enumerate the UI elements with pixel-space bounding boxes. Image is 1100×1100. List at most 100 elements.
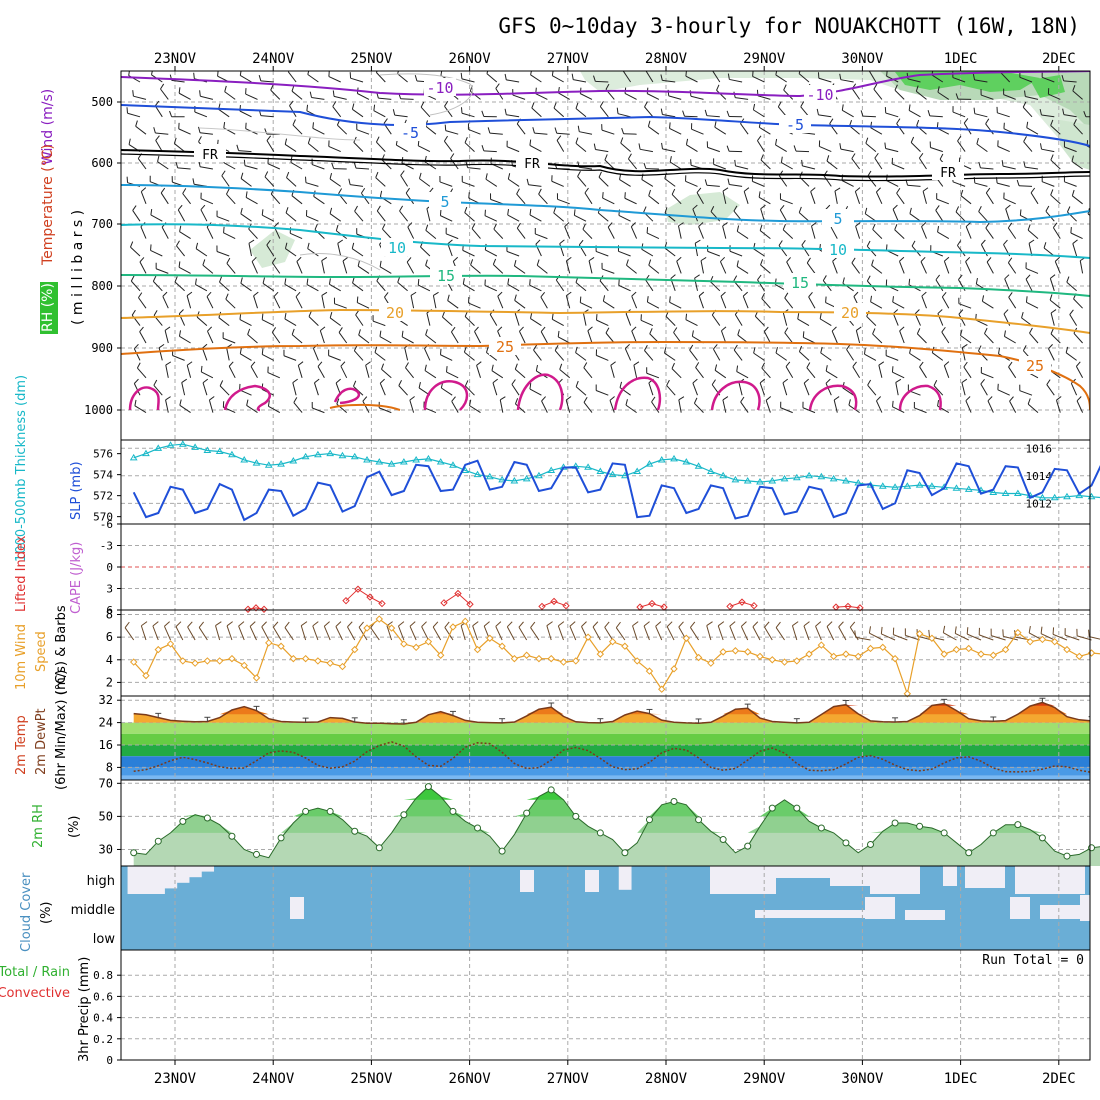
wind-barb — [582, 228, 593, 239]
wind-barb — [678, 399, 682, 413]
wind-barb-flag — [1050, 309, 1057, 314]
wind-barb — [130, 246, 141, 257]
wind-barb-flag — [720, 256, 726, 262]
wind-barb — [378, 97, 392, 100]
wind-barb — [177, 167, 191, 170]
wind-barb-flag — [284, 312, 287, 320]
wind-barb — [489, 314, 498, 326]
wind-barb — [355, 167, 370, 170]
y-tick-label: 700 — [91, 217, 113, 231]
chart-title: GFS 0~10day 3-hourly for NOUAKCHOTT (16W… — [498, 14, 1080, 38]
lifted-index-point — [454, 589, 462, 598]
wind-barb — [445, 233, 459, 240]
wind-barb — [996, 182, 1010, 187]
wind-barb — [752, 76, 765, 83]
temp-band — [121, 745, 1090, 757]
wind-barb — [178, 92, 191, 100]
wind-barb-flag — [202, 259, 206, 266]
wind10-barb — [706, 625, 712, 641]
wind-barb-flag — [460, 107, 463, 114]
wind-barb-flag — [714, 121, 717, 128]
cloud-clear-patch — [1080, 895, 1090, 921]
wind-barb — [583, 367, 593, 379]
wind-barb — [648, 264, 660, 274]
wind-barb — [669, 301, 682, 309]
wind-barb — [260, 115, 274, 118]
thickness-point — [682, 458, 691, 465]
y-tick-label: 8 — [106, 760, 113, 774]
wind-barb-flag — [418, 172, 422, 179]
wind-barb-flag — [245, 191, 248, 198]
wind-barb-flag — [381, 363, 385, 370]
wind-barb — [464, 316, 475, 326]
wind-barb — [506, 79, 520, 83]
wind10-barb-flag — [347, 621, 353, 628]
wind-barb-flag — [531, 102, 535, 109]
wind-barb — [1086, 145, 1090, 148]
rh-point — [179, 817, 187, 825]
wind-barb — [916, 90, 927, 100]
wind10-barb — [826, 626, 835, 641]
wind-barb — [165, 399, 169, 413]
wind-barb — [376, 280, 386, 292]
wind-barb-flag — [663, 347, 667, 354]
wind-barb — [328, 145, 341, 153]
wind-barb — [534, 132, 548, 135]
wind-barb — [707, 250, 720, 257]
wind-barb-flag — [695, 362, 700, 368]
wind-barb-flag — [236, 144, 240, 151]
wind-barb — [127, 112, 141, 118]
wind10-barb-flag — [152, 621, 159, 627]
wind-barb-flag — [976, 138, 979, 145]
wind-barb — [1093, 268, 1100, 274]
wind10-speed-point — [793, 657, 801, 665]
wind-barb — [936, 198, 949, 205]
wind-barb-flag — [800, 101, 805, 108]
wind-barb-flag — [1083, 110, 1087, 117]
panel-borders — [120, 66, 1091, 1065]
wind-barb — [664, 352, 676, 361]
wind-barb — [624, 348, 632, 361]
wind-barb — [161, 226, 169, 239]
y-tick-label-right: 1012 — [1026, 497, 1053, 510]
wind-barb-flag — [1094, 399, 1096, 405]
wind-barb — [753, 352, 765, 361]
wind10-speed-point — [879, 643, 887, 652]
wind-barb-flag — [669, 296, 671, 303]
wind10-speed-point — [608, 637, 617, 646]
wind-barb-flag — [786, 257, 791, 263]
wind-barb-flag — [937, 400, 940, 407]
wind-barb-flag — [908, 278, 911, 285]
wind-barb-flag — [559, 363, 563, 370]
lifted-index-point — [244, 605, 252, 613]
wind-barb — [601, 268, 615, 274]
lifted-index-point — [440, 599, 448, 607]
wind-barb — [595, 250, 609, 257]
wind-barb — [295, 296, 303, 309]
wind-barb — [625, 313, 632, 326]
wind-barb-flag — [317, 361, 323, 367]
wind-barb-flag — [186, 361, 193, 366]
wind-barb — [651, 401, 660, 413]
wind-barb — [238, 150, 252, 153]
wind-barb-flag — [516, 222, 521, 229]
run-total: Run Total = 0 — [982, 953, 1084, 968]
y-tick-label: 600 — [91, 156, 113, 170]
wind10-speed-point — [424, 637, 433, 646]
wind-barb — [285, 212, 297, 222]
wind-barb-flag — [644, 101, 648, 108]
lifted-index-point — [342, 596, 350, 605]
wind-barb — [648, 382, 654, 396]
wind-barb — [451, 401, 459, 413]
wind-barb — [426, 208, 431, 222]
wind10-barb — [272, 626, 282, 641]
wind10-speed-point — [473, 645, 482, 654]
wind-barb-flag — [470, 259, 474, 266]
wind10-barb — [370, 627, 380, 641]
wind-barb-flag — [274, 222, 279, 228]
wind-barb — [952, 77, 966, 83]
y-tick-label: 50 — [99, 809, 113, 823]
wind-barb — [312, 164, 325, 170]
wind-barb — [358, 334, 370, 344]
wind-barb — [802, 165, 816, 170]
